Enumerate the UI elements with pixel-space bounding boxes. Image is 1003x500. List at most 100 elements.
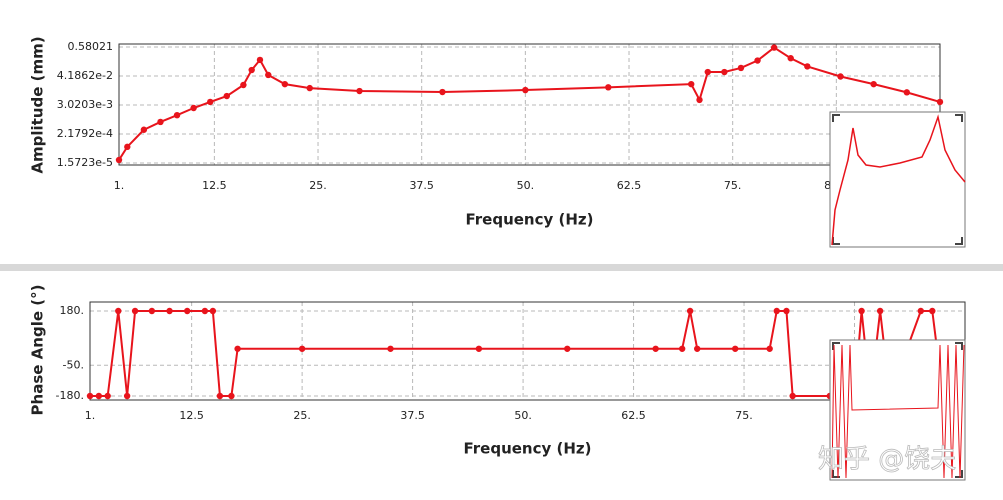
data-point: [86, 392, 94, 400]
data-point: [356, 87, 363, 95]
data-point: [281, 80, 289, 88]
data-point: [115, 156, 123, 164]
y-tick-label: 0.58021: [68, 40, 114, 53]
data-point: [773, 307, 780, 315]
y-tick-label: 180.: [60, 304, 85, 317]
data-point: [917, 307, 925, 315]
y-tick-label: 2.1792e-4: [57, 127, 113, 140]
data-point: [754, 57, 761, 64]
data-point: [732, 345, 739, 352]
data-point: [387, 345, 394, 352]
data-point: [123, 392, 131, 400]
data-point: [115, 307, 122, 315]
watermark: 知乎 @饶夫: [818, 445, 956, 475]
panel-separator: [0, 264, 1003, 271]
inset-bottom: [829, 339, 966, 481]
data-point: [929, 307, 936, 315]
data-point: [234, 345, 241, 352]
data-point: [131, 307, 139, 315]
data-point: [870, 80, 877, 88]
data-point: [95, 392, 103, 400]
x-tick-label: 12.5: [202, 179, 227, 192]
data-point: [240, 81, 247, 89]
data-point: [104, 392, 111, 400]
data-point: [837, 73, 844, 80]
data-point: [184, 307, 191, 315]
x-tick-label: 37.5: [409, 179, 434, 192]
data-point: [475, 345, 483, 352]
data-point: [256, 56, 264, 64]
data-point: [439, 88, 446, 96]
data-point: [298, 345, 306, 352]
data-point: [173, 111, 181, 119]
data-point: [166, 307, 173, 315]
data-point: [737, 64, 745, 72]
data-point: [876, 307, 884, 315]
plot-area: [119, 44, 940, 165]
data-point: [936, 98, 944, 106]
x-tick-label: 62.5: [617, 179, 642, 192]
data-point: [858, 307, 865, 315]
data-point: [605, 84, 612, 91]
data-point: [787, 55, 794, 62]
inset-curve: [831, 114, 966, 246]
x-tick-label: 75.: [735, 409, 753, 422]
x-tick-label: 1.: [114, 179, 125, 192]
inset-top: [829, 111, 966, 248]
data-point: [265, 71, 272, 79]
data-point: [804, 63, 811, 70]
data-point: [124, 143, 131, 151]
x-axis-title: Frequency (Hz): [463, 440, 591, 458]
x-axis-title: Frequency (Hz): [465, 211, 593, 229]
data-point: [157, 118, 164, 126]
x-tick-label: 1.: [85, 409, 96, 422]
data-point: [306, 84, 313, 92]
data-point: [652, 345, 659, 352]
data-point: [223, 92, 231, 100]
data-point: [688, 80, 695, 88]
inset-curve: [831, 344, 965, 479]
data-point: [721, 68, 728, 76]
data-point: [686, 307, 694, 315]
x-tick-label: 37.5: [400, 409, 425, 422]
inset-corners: [832, 114, 963, 245]
data-point: [564, 345, 571, 352]
data-point: [903, 89, 911, 96]
data-point: [770, 44, 778, 51]
y-tick-label: 4.1862e-2: [57, 69, 113, 82]
data-point: [766, 345, 773, 352]
data-point: [201, 307, 209, 315]
data-point: [140, 126, 148, 133]
data-point: [248, 66, 255, 74]
data-point: [216, 392, 224, 400]
y-tick-label: -50.: [63, 358, 84, 371]
x-tick-label: 62.5: [621, 409, 646, 422]
x-tick-label: 12.5: [179, 409, 204, 422]
data-point: [678, 345, 686, 352]
x-tick-label: 50.: [517, 179, 535, 192]
y-tick-label: 3.0203e-3: [57, 98, 113, 111]
data-point: [704, 68, 711, 76]
y-tick-label: 1.5723e-5: [57, 156, 113, 169]
y-tick-label: -180.: [56, 389, 84, 402]
y-axis-title: Phase Angle (°): [29, 285, 47, 416]
data-point: [228, 392, 235, 400]
data-point: [207, 98, 214, 106]
data-point: [693, 345, 701, 352]
x-tick-label: 50.: [514, 409, 532, 422]
data-point: [209, 307, 217, 315]
data-point: [696, 96, 703, 104]
data-point: [789, 392, 796, 400]
data-point: [783, 307, 790, 315]
overlay: 知乎 @饶夫: [818, 111, 966, 481]
y-axis-title: Amplitude (mm): [29, 36, 47, 173]
inset-frame: [829, 111, 966, 248]
x-tick-label: 25.: [309, 179, 327, 192]
data-point: [148, 307, 156, 315]
data-point: [190, 104, 197, 112]
x-tick-label: 25.: [293, 409, 311, 422]
inset-corners: [832, 342, 963, 478]
x-tick-label: 75.: [724, 179, 742, 192]
